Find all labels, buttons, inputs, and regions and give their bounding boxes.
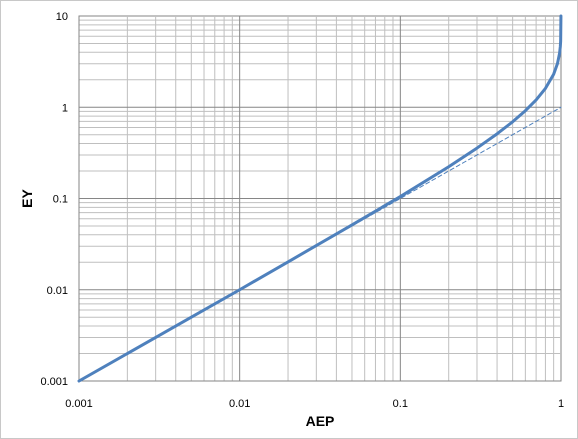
x-axis-title: AEP [306,413,335,429]
series-solid-line [77,14,563,383]
series-layer [77,14,563,383]
y-tick-label: 0.1 [53,194,68,206]
major-gridlines [78,16,561,382]
x-tick-label: 0.001 [65,398,93,410]
series-dashed-line [78,106,562,382]
x-tick-label: 0.01 [229,398,250,410]
y-tick-label: 1 [62,102,68,114]
y-tick-labels: 0.001 0.01 0.1 1 10 [40,11,68,388]
x-tick-label: 0.1 [393,398,408,410]
x-tick-label: 1 [558,398,564,410]
x-tick-labels: 0.001 0.01 0.1 1 [65,398,564,410]
y-tick-label: 0.001 [40,376,68,388]
y-axis-title: EY [19,189,35,208]
y-tick-label: 10 [56,11,68,23]
y-tick-label: 0.01 [47,285,68,297]
